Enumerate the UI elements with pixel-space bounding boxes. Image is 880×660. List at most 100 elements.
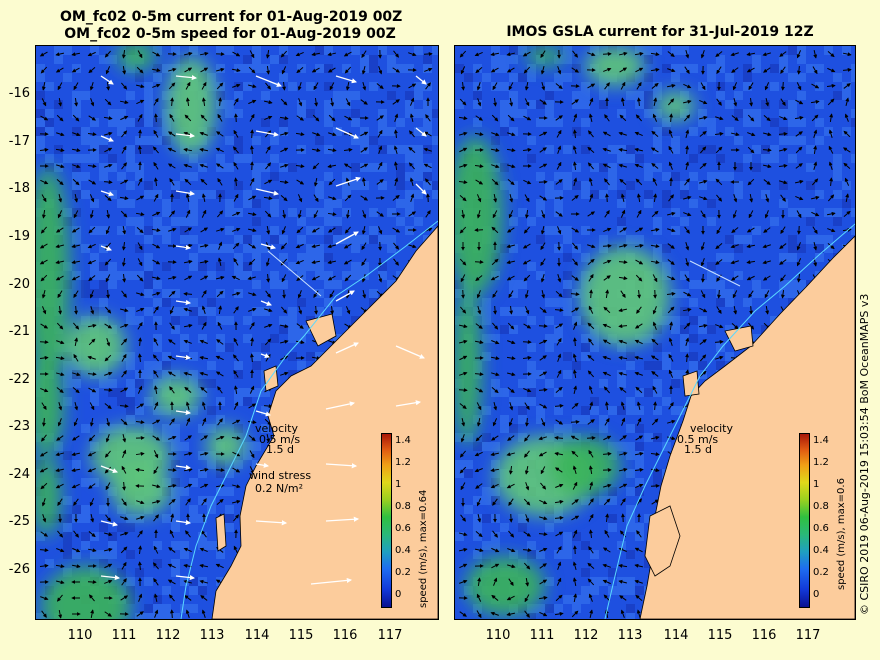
current-arrow-icon [152,146,159,154]
current-arrow-icon [602,243,612,248]
current-arrow-icon [152,435,161,441]
current-arrow-icon [813,49,818,59]
current-arrow-icon [376,179,384,185]
current-arrow-icon [279,324,289,329]
wind-arrow-icon [255,462,270,468]
current-arrow-icon [361,177,366,187]
current-arrow-icon [619,67,628,73]
current-arrow-icon [152,484,161,489]
current-arrow-icon [232,242,240,250]
current-arrow-icon [200,227,209,233]
current-arrow-icon [360,131,369,137]
current-arrow-icon [200,67,209,73]
current-arrow-icon [328,132,337,137]
current-arrow-icon [169,210,176,218]
current-arrow-icon [39,51,48,57]
current-arrow-icon [153,193,159,202]
current-arrow-icon [425,82,431,90]
lon-tick-label: 115 [288,628,314,643]
current-arrow-icon [41,209,46,219]
current-arrow-icon [330,97,335,107]
current-arrow-icon [200,114,208,122]
current-arrow-icon [250,129,255,139]
current-arrow-icon [104,579,113,584]
current-arrow-icon [122,273,127,283]
current-arrow-icon [249,353,254,363]
right-colorbar [799,433,810,608]
current-arrow-icon [424,178,431,186]
lon-tick-label: 111 [529,628,555,643]
current-arrow-icon [153,593,158,603]
current-arrow-icon [55,580,65,585]
wind-arrow-icon [175,190,196,196]
current-arrow-icon [249,177,255,186]
colorbar-tick-label: 0.8 [813,501,829,512]
current-arrow-icon [313,210,319,219]
lon-tick-label: 117 [795,628,821,643]
wind-arrow-icon [175,244,192,250]
right-map-panel[interactable] [454,45,856,620]
current-arrow-icon [183,51,193,56]
current-arrow-icon [279,116,289,121]
current-arrow-icon [361,225,366,235]
current-arrow-icon [185,498,191,506]
current-arrow-icon [408,244,417,249]
current-arrow-icon [153,369,159,378]
current-arrow-icon [167,163,176,169]
current-arrow-icon [183,323,193,328]
current-arrow-icon [199,131,208,136]
current-arrow-icon [152,499,161,504]
current-arrow-icon [842,52,852,57]
current-arrow-icon [377,161,383,170]
current-arrow-icon [200,275,209,281]
current-arrow-icon [169,113,175,122]
lat-tick-label: -24 [8,467,30,482]
current-arrow-icon [199,579,208,584]
current-arrow-icon [362,210,367,219]
current-arrow-icon [249,450,255,459]
current-arrow-icon [169,177,175,186]
current-arrow-icon [408,130,415,138]
current-arrow-icon [120,115,129,121]
colorbar-tick-label: 0.8 [395,501,411,512]
current-arrow-icon [121,49,126,59]
current-arrow-icon [106,209,111,219]
current-arrow-icon [56,435,64,441]
current-arrow-icon [298,98,303,107]
current-arrow-icon [137,385,143,394]
current-arrow-icon [136,307,145,312]
current-arrow-icon [540,66,545,75]
current-arrow-icon [88,179,97,185]
bathymetry-contour [180,220,438,619]
current-arrow-icon [540,50,546,59]
lon-tick-label: 115 [707,628,733,643]
current-arrow-icon [137,258,143,267]
current-arrow-icon [264,308,273,313]
current-arrow-icon [264,323,273,328]
current-arrow-icon [716,289,721,299]
current-arrow-icon [87,243,96,249]
current-arrow-icon [311,52,321,57]
current-arrow-icon [311,67,320,73]
current-arrow-icon [57,530,64,538]
current-arrow-icon [138,593,143,602]
current-arrow-icon [218,305,223,315]
current-arrow-icon [651,82,659,89]
current-arrow-icon [248,243,257,249]
current-arrow-icon [312,162,320,170]
current-arrow-icon [74,402,79,411]
current-arrow-icon [232,211,241,217]
current-arrow-icon [88,275,96,282]
current-arrow-icon [183,547,192,553]
lat-tick-label: -21 [8,324,30,339]
current-arrow-icon [72,435,80,441]
wind-arrow-icon [335,231,359,245]
left-map-panel[interactable] [35,45,439,620]
current-arrow-icon [408,52,417,57]
current-arrow-icon [56,164,65,169]
current-arrow-icon [57,82,63,91]
current-arrow-icon [184,483,193,489]
current-arrow-icon [120,531,129,536]
current-arrow-icon [312,114,320,122]
current-arrow-icon [263,196,273,201]
